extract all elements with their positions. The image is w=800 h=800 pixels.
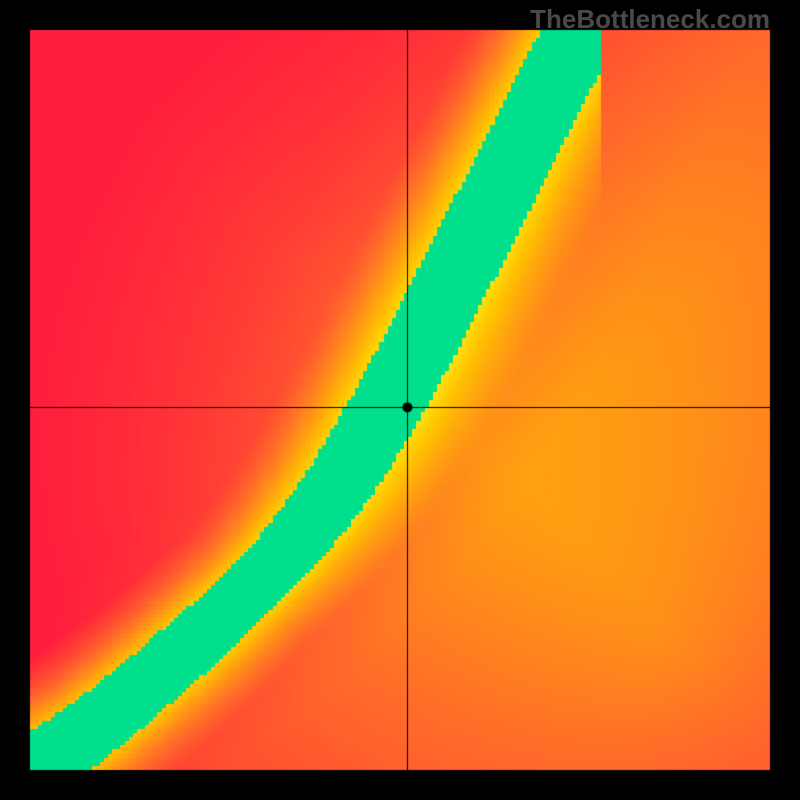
- chart-container: TheBottleneck.com: [0, 0, 800, 800]
- watermark-text: TheBottleneck.com: [530, 4, 770, 35]
- bottleneck-heatmap: [0, 0, 800, 800]
